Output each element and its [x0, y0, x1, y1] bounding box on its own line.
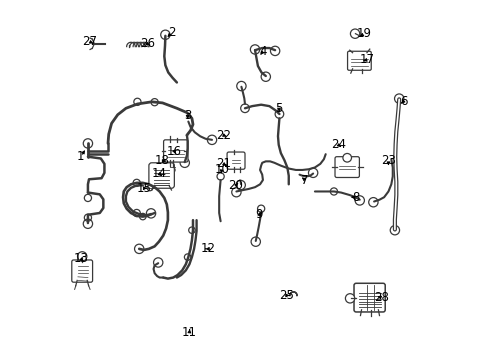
FancyBboxPatch shape [72, 260, 93, 282]
Circle shape [83, 219, 93, 228]
Text: 22: 22 [216, 129, 231, 142]
Circle shape [236, 180, 245, 190]
Circle shape [77, 252, 87, 261]
Text: 1: 1 [77, 150, 84, 163]
Text: 14: 14 [151, 167, 167, 180]
Text: 10: 10 [214, 163, 229, 176]
Text: 21: 21 [216, 157, 231, 170]
Text: 2: 2 [168, 27, 175, 40]
Text: 5: 5 [275, 103, 283, 116]
FancyBboxPatch shape [335, 157, 359, 177]
Text: 4: 4 [259, 45, 267, 58]
Circle shape [368, 198, 378, 207]
Text: 7: 7 [301, 174, 309, 186]
Circle shape [237, 81, 246, 91]
Text: 26: 26 [140, 37, 155, 50]
Text: 19: 19 [357, 27, 372, 40]
Circle shape [83, 139, 93, 148]
Text: 6: 6 [400, 95, 408, 108]
Circle shape [170, 167, 175, 172]
Circle shape [232, 188, 241, 197]
Circle shape [207, 135, 217, 144]
Text: 16: 16 [167, 145, 182, 158]
Text: 18: 18 [154, 154, 169, 167]
Circle shape [270, 46, 280, 55]
Circle shape [355, 196, 365, 205]
Text: 12: 12 [201, 242, 216, 255]
Text: 8: 8 [352, 191, 360, 204]
Circle shape [390, 226, 399, 235]
Text: 27: 27 [83, 35, 98, 49]
Text: 25: 25 [279, 289, 294, 302]
FancyBboxPatch shape [347, 51, 371, 70]
Circle shape [394, 94, 404, 103]
FancyBboxPatch shape [354, 283, 385, 312]
Text: 24: 24 [331, 138, 346, 151]
Circle shape [261, 72, 270, 81]
Circle shape [180, 158, 190, 167]
Circle shape [161, 30, 170, 40]
FancyBboxPatch shape [227, 152, 245, 169]
Text: 11: 11 [182, 326, 197, 339]
Text: 15: 15 [136, 182, 151, 195]
Circle shape [343, 153, 351, 162]
Text: 20: 20 [229, 179, 244, 192]
FancyBboxPatch shape [164, 140, 188, 162]
Circle shape [147, 185, 153, 191]
Text: 3: 3 [184, 109, 191, 122]
Circle shape [135, 244, 144, 253]
Circle shape [250, 45, 260, 54]
Circle shape [309, 168, 318, 177]
Text: 13: 13 [74, 252, 88, 265]
Text: 17: 17 [360, 53, 374, 66]
Text: 9: 9 [256, 208, 263, 221]
Text: 28: 28 [374, 291, 389, 304]
Circle shape [345, 294, 355, 303]
FancyBboxPatch shape [149, 163, 174, 188]
Circle shape [350, 29, 360, 39]
Circle shape [153, 258, 163, 267]
Text: 23: 23 [381, 154, 396, 167]
Circle shape [147, 209, 156, 218]
Circle shape [251, 237, 260, 246]
